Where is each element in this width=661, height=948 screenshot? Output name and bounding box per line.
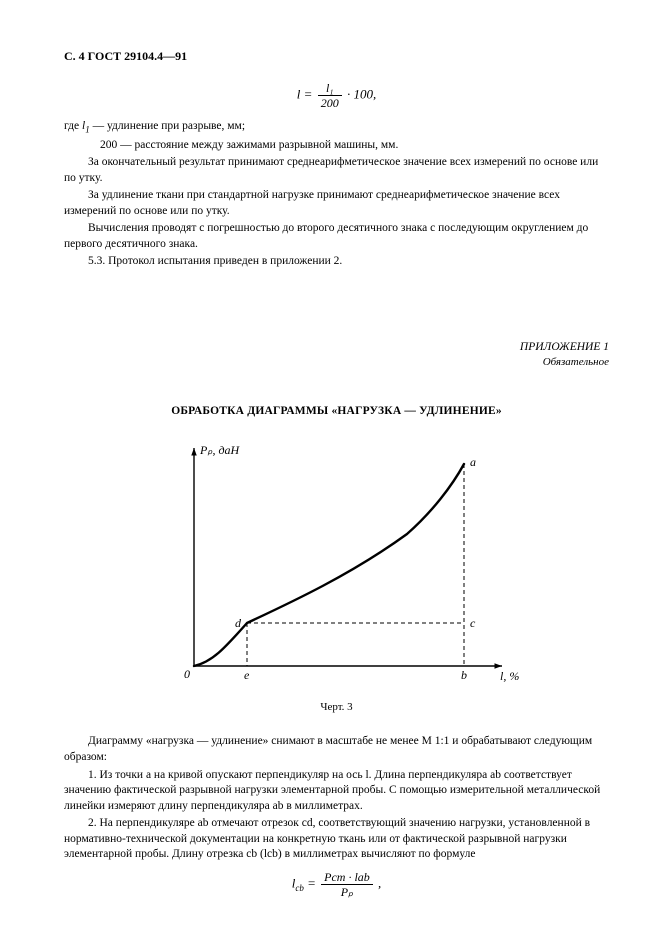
para-5: Вычисления проводят с погрешностью до вт…	[64, 221, 609, 252]
svg-text:e: e	[244, 668, 250, 682]
lower-p3: 2. На перпендикуляре ab отмечают отрезок…	[64, 816, 609, 863]
formula2-den: Pₚ	[321, 885, 373, 898]
formula1-lhs: l	[297, 87, 301, 102]
where-prefix: где	[64, 120, 82, 132]
page: С. 4 ГОСТ 29104.4—91 l = l₁ 200 · 100, г…	[0, 0, 661, 948]
formula-2: lcb = Pст · lab Pₚ ,	[64, 871, 609, 898]
para-3: За окончательный результат принимают сре…	[64, 155, 609, 186]
svg-text:Pₚ, даН: Pₚ, даН	[199, 443, 241, 457]
lower-p1: Диаграмму «нагрузка — удлинение» снимают…	[64, 734, 609, 765]
svg-text:c: c	[470, 616, 476, 630]
formula1-tail: · 100,	[347, 87, 376, 102]
formula2-tail: ,	[378, 875, 381, 890]
formula-1: l = l₁ 200 · 100,	[64, 82, 609, 109]
svg-text:a: a	[470, 455, 476, 469]
chart-container: Pₚ, даН l, % 0 e b d c a	[64, 434, 609, 694]
appendix-title: ОБРАБОТКА ДИАГРАММЫ «НАГРУЗКА — УДЛИНЕНИ…	[64, 404, 609, 420]
formula2-num: Pст · lab	[321, 871, 373, 885]
svg-text:l, %: l, %	[500, 669, 519, 683]
para-200: 200 — расстояние между зажимами разрывно…	[64, 138, 609, 154]
where-rest: — удлинение при разрыве, мм;	[90, 120, 245, 132]
formula1-den: 200	[318, 96, 342, 109]
svg-text:d: d	[235, 616, 242, 630]
para-4: За удлинение ткани при стандартной нагру…	[64, 188, 609, 219]
formula2-lhs-sub: cb	[295, 883, 304, 893]
lower-p2: 1. Из точки a на кривой опускают перпенд…	[64, 768, 609, 815]
formula1-num: l₁	[318, 82, 342, 96]
svg-text:b: b	[461, 668, 467, 682]
svg-text:0: 0	[184, 667, 190, 681]
appendix-label: ПРИЛОЖЕНИЕ 1	[64, 340, 609, 356]
chart-caption: Черт. 3	[64, 700, 609, 715]
page-header: С. 4 ГОСТ 29104.4—91	[64, 48, 609, 64]
para-where: где l1 — удлинение при разрыве, мм;	[64, 119, 609, 135]
appendix-sub: Обязательное	[64, 355, 609, 370]
load-extension-chart: Pₚ, даН l, % 0 e b d c a	[152, 434, 522, 694]
para-6: 5.3. Протокол испытания приведен в прило…	[64, 254, 609, 270]
